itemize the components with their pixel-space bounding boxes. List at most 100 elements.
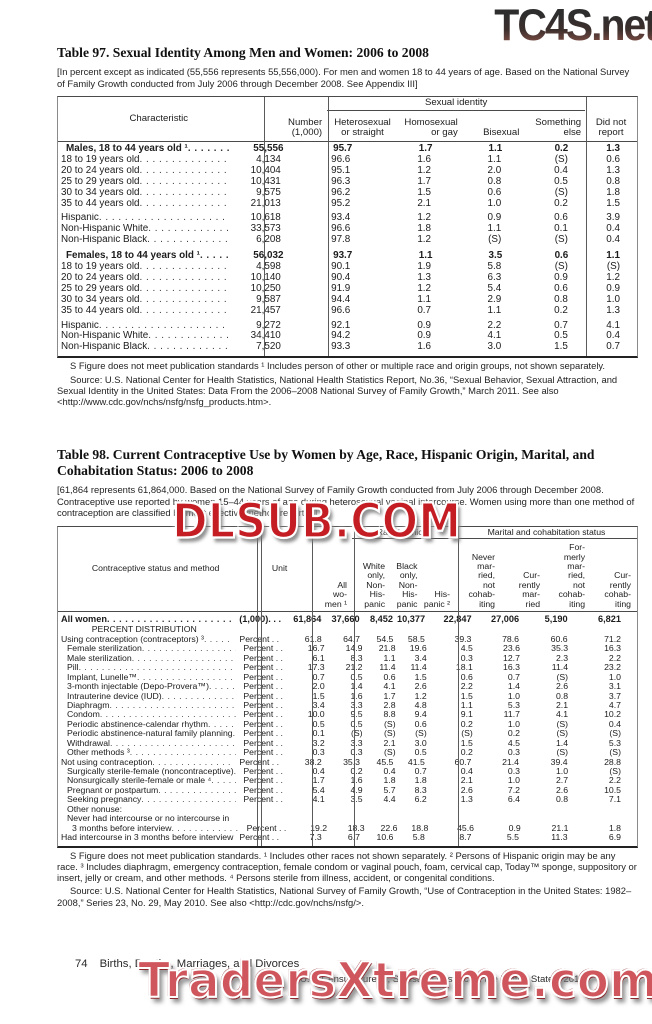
table-cell: 3.4 <box>312 699 325 710</box>
row-label-text: Surgically sterile-female (noncontracept… <box>67 767 234 776</box>
table-cell: 35.3 <box>551 643 569 654</box>
table-cell: 0.9 <box>606 282 620 294</box>
table-cell: 1.7 <box>312 775 325 786</box>
row-label: Females, 18 to 44 years old ¹ <box>58 250 232 262</box>
row-label-text: Periodic abstinence-calendar rhythm <box>67 719 209 729</box>
table-cell: (S) <box>350 728 363 739</box>
row-label: Seeking pregnancy <box>58 795 238 804</box>
row-label: Diaphragm <box>58 701 238 710</box>
group-title: Race/ethnicity <box>351 527 456 540</box>
table-row: 20 to 24 years old 10,404 95.1 1.2 2.0 0.4 1.3 <box>58 165 637 177</box>
table-cell: 5.3 <box>507 699 520 710</box>
table-cell: 1.6 <box>417 154 432 165</box>
row-label-text: 18 to 19 years old <box>61 155 140 165</box>
col-header-contraceptive-status: Contraceptive status and method <box>91 563 220 574</box>
table-row: Other nonuse: <box>58 805 637 814</box>
column-rule <box>264 97 265 357</box>
row-label: Pregnant or postpartum <box>58 786 238 795</box>
table-cell: 0.4 <box>606 223 620 235</box>
table-cell: 0.8 <box>487 175 502 187</box>
table-cell: 28.8 <box>604 756 621 767</box>
table-cell: 5.8 <box>487 261 502 273</box>
dot-leader <box>148 224 228 235</box>
table-cell: 2.1 <box>555 699 569 710</box>
table-cell: 3.4 <box>414 652 427 663</box>
page-number: 74 <box>75 958 88 970</box>
column-rule <box>354 526 355 846</box>
table-row: 3 months before interview Percent . . 19.2… <box>58 822 637 833</box>
table-cell: 3.3 <box>350 699 363 710</box>
dot-leader <box>234 767 237 776</box>
table-cell: (S) <box>488 234 502 246</box>
table-cell <box>369 805 400 814</box>
table98-title: Table 98. Current Contraceptive Use by W… <box>57 447 595 479</box>
dot-leader <box>140 199 229 210</box>
table-cell: 92.1 <box>331 319 351 331</box>
table-cell: 90.1 <box>331 261 351 273</box>
table-cell: 38.2 <box>304 756 322 767</box>
table-cell: 4,134 <box>256 154 281 165</box>
row-label: Non-Hispanic Black <box>58 235 229 246</box>
dot-leader <box>107 613 232 626</box>
table-cell: 1.5 <box>460 737 473 748</box>
column-rule <box>328 97 329 357</box>
table-cell: 1.5 <box>554 341 568 353</box>
table-cell: 2.6 <box>414 681 427 692</box>
table-cell: 4.1 <box>383 681 396 692</box>
dot-leader <box>233 729 237 738</box>
dot-leader <box>140 188 229 199</box>
row-label: 25 to 29 years old <box>58 177 229 188</box>
unit-cell: Percent . . <box>243 700 283 710</box>
section-title: Births, Deaths, Marriages, and Divorces <box>99 958 300 970</box>
table-cell: (S) <box>554 186 568 198</box>
table97-body: Males, 18 to 44 years old ¹ 55,556 95.7 1.7… <box>58 142 637 356</box>
table-cell: (S) <box>384 718 396 729</box>
table-cell: 3.5 <box>488 250 503 262</box>
row-label-text: 3-month injectable (Depo-Provera™) <box>67 682 209 692</box>
col-header-hispanic: His- panic ² <box>423 589 450 609</box>
table-cell: 0.4 <box>606 330 620 342</box>
table-cell: 1.0 <box>507 775 520 786</box>
table-cell: 1.0 <box>487 197 502 209</box>
table-row: 30 to 34 years old 9,587 94.4 1.1 2.9 0.8 1.0 <box>58 293 637 306</box>
table-cell: 1.7 <box>383 690 396 701</box>
table-row: 25 to 29 years old 10,250 91.9 1.2 5.4 0.6 0.9 <box>58 282 637 295</box>
table-cell: 0.6 <box>606 154 620 165</box>
table-row: Non-Hispanic Black 6,208 97.8 1.2 (S) (S) 0.4 <box>58 234 637 246</box>
table-cell: 45.6 <box>457 822 475 833</box>
row-label: Nonsurgically sterile-female or male ⁴ <box>58 776 238 785</box>
table-cell: 3.7 <box>608 690 621 701</box>
table-cell: 1.1 <box>417 293 432 305</box>
table-cell: 94.4 <box>331 293 351 305</box>
row-label-text: Had intercourse in 3 months before inter… <box>61 833 234 843</box>
table-row: All women (1,000). . . 61,864 37,660 8,45210… <box>58 613 637 626</box>
row-label: Male sterilization <box>58 654 238 663</box>
table-cell: 93.4 <box>331 212 351 224</box>
table-cell: 4.1 <box>312 794 325 805</box>
table-cell: 2.1 <box>383 737 396 748</box>
table-cell: 0.7 <box>312 671 325 682</box>
table-row: Male sterilization Percent . . 6.1 8.3 1.1 3.… <box>58 652 637 663</box>
row-label-text: 20 to 24 years old <box>61 165 140 176</box>
table-cell <box>400 805 435 814</box>
table-row: Using contraception (contraceptors) ³ Per… <box>58 633 637 644</box>
dot-leader <box>152 758 232 767</box>
table-cell: 61,864 <box>293 613 322 624</box>
table-cell: 0.9 <box>554 272 568 284</box>
table-cell: 0.6 <box>554 282 568 294</box>
table-cell: 0.3 <box>312 747 325 758</box>
row-label-text: Pill <box>67 663 79 673</box>
table-cell: 4,598 <box>256 261 281 273</box>
table-cell: 64.7 <box>343 633 360 644</box>
table-cell: 1.7 <box>418 143 433 154</box>
table-cell: 8.3 <box>350 652 363 663</box>
row-label: Non-Hispanic White <box>58 331 229 342</box>
unit-cell: Percent . . <box>243 644 283 654</box>
table-cell: 39.3 <box>454 633 472 644</box>
row-label-text: Non-Hispanic White <box>61 331 149 342</box>
dot-leader <box>162 692 237 701</box>
table-row: 30 to 34 years old 9,575 96.2 1.5 0.6 (S) 1.8 <box>58 186 637 199</box>
table-cell: 0.2 <box>507 728 520 739</box>
table-cell: 5.7 <box>383 784 396 795</box>
table-cell: 9.5 <box>350 709 363 720</box>
